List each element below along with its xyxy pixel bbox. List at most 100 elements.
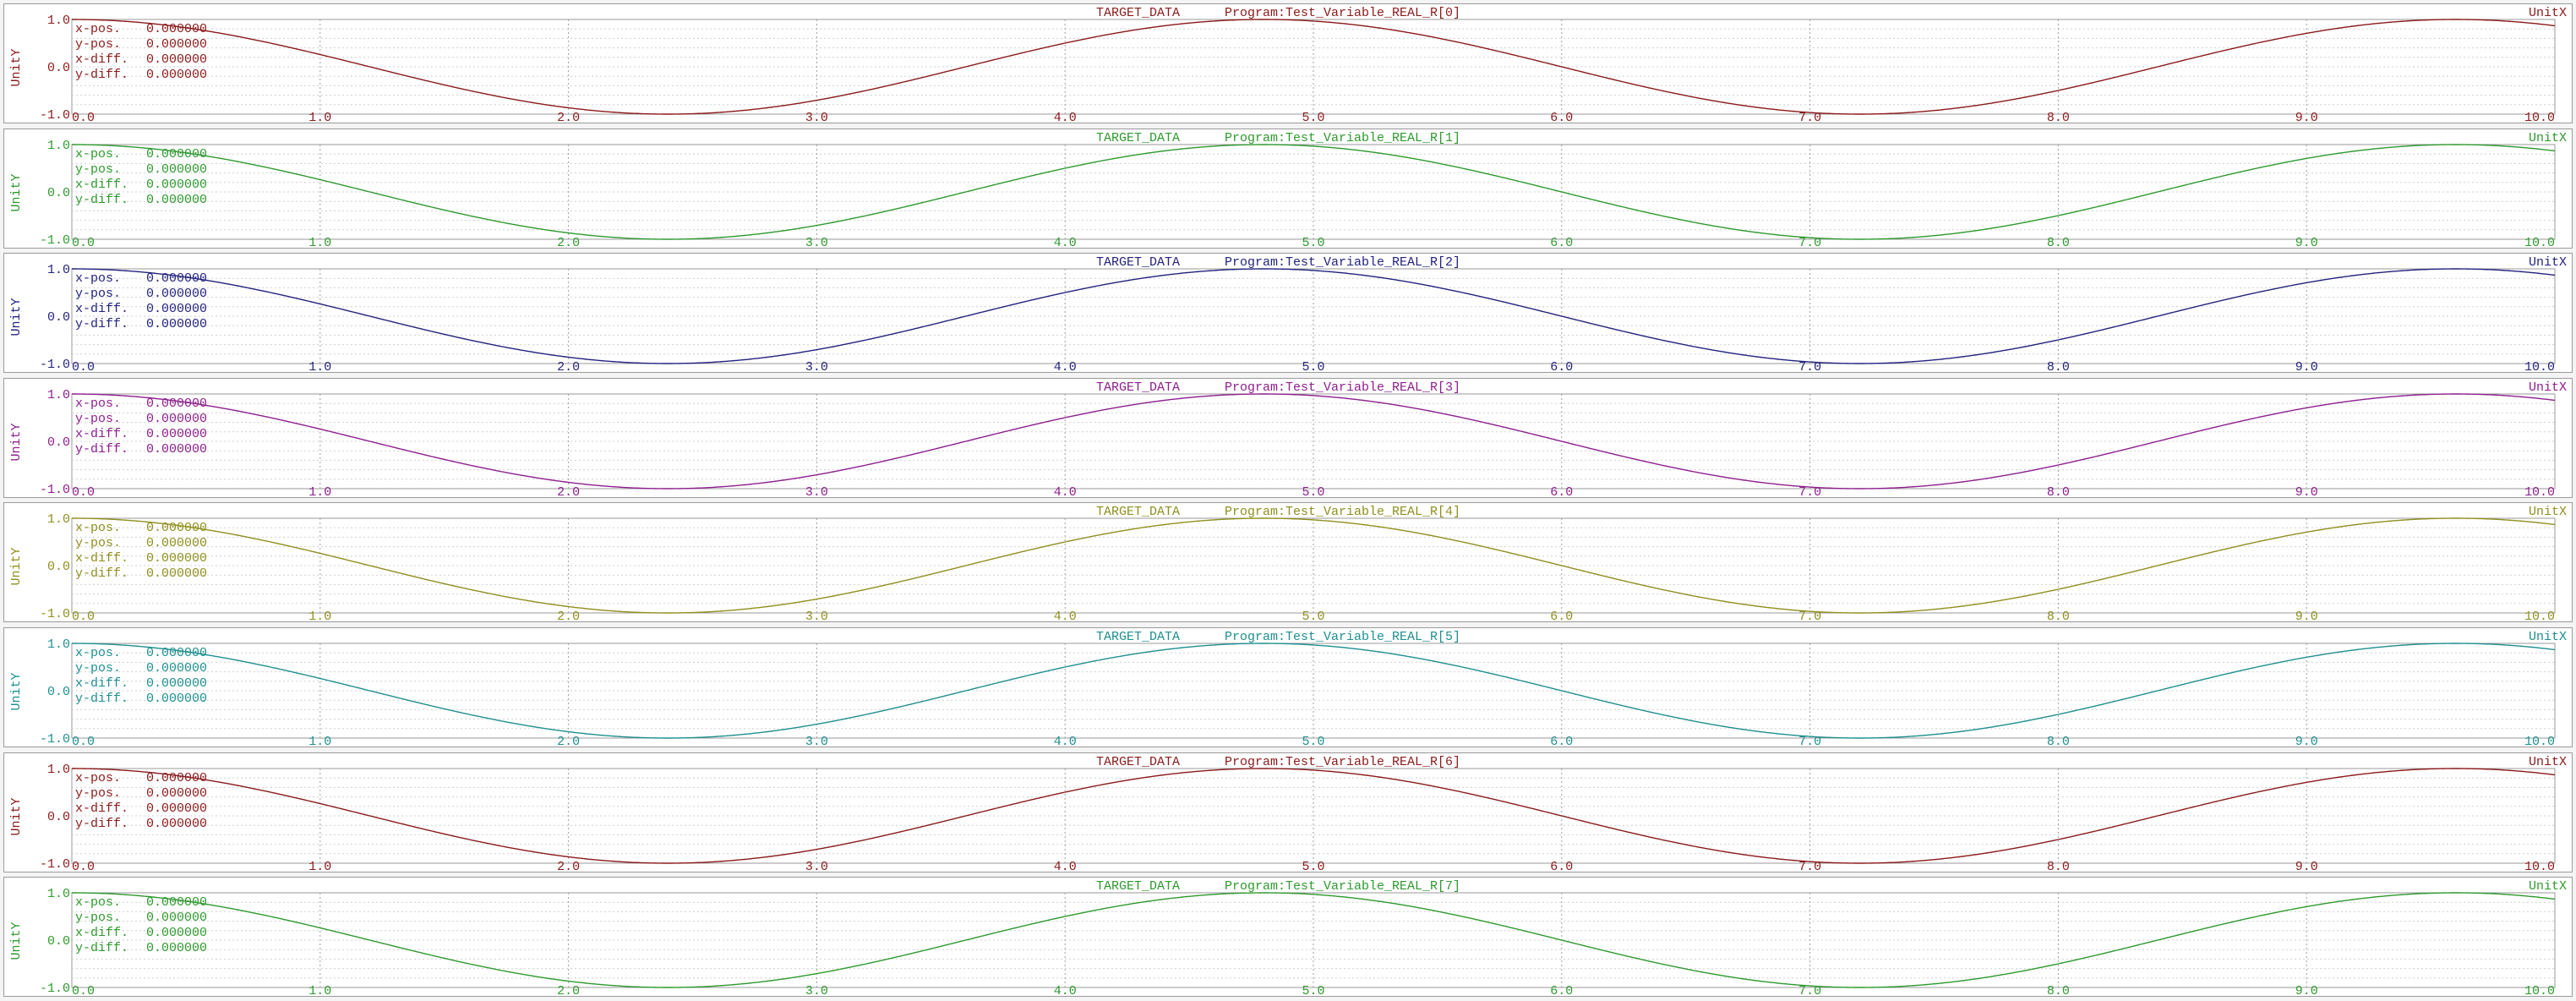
x-tick-label: 0.0 (72, 610, 95, 621)
scope-plot[interactable]: 1.00.0-1.0 0.0 1.0 2.0 3.0 4.0 5.0 6.0 7.0 8.0 9.0… (4, 753, 2572, 872)
y-tick-label: -1.0 (40, 607, 70, 621)
y-tick-label: 0.0 (47, 435, 70, 450)
scope-plot[interactable]: 1.00.0-1.0 0.0 1.0 2.0 3.0 4.0 5.0 6.0 7.0 8.0 9.0… (4, 254, 2572, 372)
y-axis-unit-label: UnitY (9, 298, 24, 336)
x-tick-label: 1.0 (308, 860, 331, 872)
y-tick-label: 0.0 (47, 934, 70, 949)
variable-name-label: Program:Test_Variable_REAL_R[6] (1225, 755, 1460, 769)
cursor-readout-value: 0.000000 (146, 536, 207, 550)
x-tick-label: 10.0 (2524, 735, 2555, 747)
x-tick-label: 9.0 (2295, 860, 2318, 872)
cursor-readout-value: 0.000000 (146, 941, 207, 955)
cursor-readout-value: 0.000000 (146, 566, 207, 581)
variable-name-label: Program:Test_Variable_REAL_R[1] (1225, 131, 1460, 145)
cursor-readout-label: x-pos. (75, 147, 121, 161)
cursor-readout-label: x-pos. (75, 521, 121, 535)
y-tick-label: -1.0 (40, 857, 70, 872)
series-line (72, 19, 2556, 115)
y-tick-label: -1.0 (40, 982, 70, 996)
scope-panel[interactable]: 1.0 0.0 -1.0 0.0 1.0 2.0 3.0 4.0 5.0 6.0 7.0 8.0 9.0… (3, 877, 2573, 998)
source-label: TARGET_DATA (1096, 879, 1180, 894)
y-tick-label: 0.0 (47, 61, 70, 75)
x-tick-label: 0.0 (72, 860, 95, 872)
x-tick-label: 7.0 (1798, 860, 1821, 872)
x-tick-label: 3.0 (805, 735, 828, 747)
scope-plot[interactable]: 1.00.0-1.0 0.0 1.0 2.0 3.0 4.0 5.0 6.0 7.0 8.0 9.0… (4, 129, 2572, 248)
y-axis-unit-label: UnitY (9, 48, 24, 86)
x-tick-label: 8.0 (2047, 735, 2070, 747)
x-tick-label: 0.0 (72, 236, 95, 248)
cursor-readout-value: 0.000000 (146, 692, 207, 706)
cursor-readout-value: 0.000000 (146, 287, 207, 301)
x-tick-label: 1.0 (308, 984, 331, 996)
y-axis-unit-label: UnitY (9, 672, 24, 710)
cursor-readout-label: y-pos. (75, 162, 121, 177)
series-line (72, 268, 2556, 364)
cursor-readout-value: 0.000000 (146, 397, 207, 411)
cursor-readout-value: 0.000000 (146, 302, 207, 316)
scope-panel[interactable]: 1.0 0.0 -1.0 0.0 1.0 2.0 3.0 4.0 5.0 6.0 7.0 8.0 9.0… (3, 627, 2573, 747)
y-tick-label: -1.0 (40, 358, 70, 372)
y-axis-unit-label: UnitY (9, 797, 24, 835)
x-tick-label: 9.0 (2295, 485, 2318, 497)
x-tick-label: 10.0 (2524, 111, 2555, 123)
scope-plot[interactable]: 1.00.0-1.0 0.0 1.0 2.0 3.0 4.0 5.0 6.0 7.0 8.0 9.0… (4, 878, 2572, 996)
cursor-readout-value: 0.000000 (146, 911, 207, 925)
x-tick-label: 2.0 (557, 735, 580, 747)
cursor-readout-value: 0.000000 (146, 178, 207, 192)
x-tick-label: 1.0 (308, 360, 331, 372)
x-tick-label: 1.0 (308, 735, 331, 747)
variable-name-label: Program:Test_Variable_REAL_R[5] (1225, 630, 1460, 644)
scope-panel[interactable]: 1.0 0.0 -1.0 0.0 1.0 2.0 3.0 4.0 5.0 6.0 7.0 8.0 9.0… (3, 502, 2573, 623)
y-tick-label: 1.0 (47, 637, 70, 652)
cursor-readout-label: y-diff. (75, 193, 128, 207)
x-tick-label: 6.0 (1550, 610, 1573, 621)
cursor-readout-value: 0.000000 (146, 271, 207, 286)
x-tick-label: 2.0 (557, 236, 580, 248)
x-tick-label: 5.0 (1302, 735, 1324, 747)
y-tick-label: 0.0 (47, 810, 70, 824)
x-axis-unit-label: UnitX (2529, 505, 2567, 519)
x-tick-label: 7.0 (1798, 485, 1821, 497)
cursor-readout-label: x-diff. (75, 551, 128, 566)
x-tick-label: 3.0 (805, 984, 828, 996)
y-tick-label: 1.0 (47, 763, 70, 777)
scope-panel[interactable]: 1.0 0.0 -1.0 0.0 1.0 2.0 3.0 4.0 5.0 6.0 7.0 8.0 9.0… (3, 752, 2573, 872)
x-tick-label: 7.0 (1798, 236, 1821, 248)
scope-panel[interactable]: 1.0 0.0 -1.0 0.0 1.0 2.0 3.0 4.0 5.0 6.0 7.0 8.0 9.0… (3, 3, 2573, 123)
cursor-readout-label: y-pos. (75, 911, 121, 925)
scope-plot[interactable]: 1.00.0-1.0 0.0 1.0 2.0 3.0 4.0 5.0 6.0 7.0 8.0 9.0… (4, 4, 2572, 123)
x-tick-label: 3.0 (805, 111, 828, 123)
cursor-readout-label: x-diff. (75, 427, 128, 441)
cursor-readout-label: y-pos. (75, 536, 121, 550)
series-line (72, 143, 2556, 240)
x-tick-label: 0.0 (72, 360, 95, 372)
y-axis-unit-label: UnitY (9, 423, 24, 461)
x-tick-label: 10.0 (2524, 860, 2555, 872)
x-tick-label: 8.0 (2047, 360, 2070, 372)
x-tick-label: 3.0 (805, 236, 828, 248)
scope-plot[interactable]: 1.00.0-1.0 0.0 1.0 2.0 3.0 4.0 5.0 6.0 7.0 8.0 9.0… (4, 379, 2572, 497)
scope-panel[interactable]: 1.0 0.0 -1.0 0.0 1.0 2.0 3.0 4.0 5.0 6.0 7.0 8.0 9.0… (3, 253, 2573, 374)
x-tick-label: 7.0 (1798, 984, 1821, 996)
cursor-readout-label: x-diff. (75, 302, 128, 316)
x-tick-label: 1.0 (308, 111, 331, 123)
y-tick-label: 1.0 (47, 14, 70, 28)
scope-plot[interactable]: 1.00.0-1.0 0.0 1.0 2.0 3.0 4.0 5.0 6.0 7.0 8.0 9.0… (4, 628, 2572, 747)
x-axis-unit-label: UnitX (2529, 380, 2567, 395)
cursor-readout-value: 0.000000 (146, 926, 207, 940)
variable-name-label: Program:Test_Variable_REAL_R[3] (1225, 380, 1460, 395)
cursor-readout-value: 0.000000 (146, 427, 207, 441)
scope-panel[interactable]: 1.0 0.0 -1.0 0.0 1.0 2.0 3.0 4.0 5.0 6.0 7.0 8.0 9.0… (3, 377, 2573, 498)
scope-panel[interactable]: 1.0 0.0 -1.0 0.0 1.0 2.0 3.0 4.0 5.0 6.0 7.0 8.0 9.0… (3, 128, 2573, 249)
cursor-readout-label: x-diff. (75, 801, 128, 816)
cursor-readout-label: x-diff. (75, 926, 128, 940)
y-tick-label: 1.0 (47, 887, 70, 901)
variable-name-label: Program:Test_Variable_REAL_R[2] (1225, 255, 1460, 270)
y-tick-label: 0.0 (47, 186, 70, 200)
scope-plot[interactable]: 1.00.0-1.0 0.0 1.0 2.0 3.0 4.0 5.0 6.0 7.0 8.0 9.0… (4, 503, 2572, 621)
x-axis-unit-label: UnitX (2529, 755, 2567, 769)
x-tick-label: 8.0 (2047, 111, 2070, 123)
x-tick-label: 4.0 (1054, 984, 1077, 996)
x-tick-label: 2.0 (557, 485, 580, 497)
